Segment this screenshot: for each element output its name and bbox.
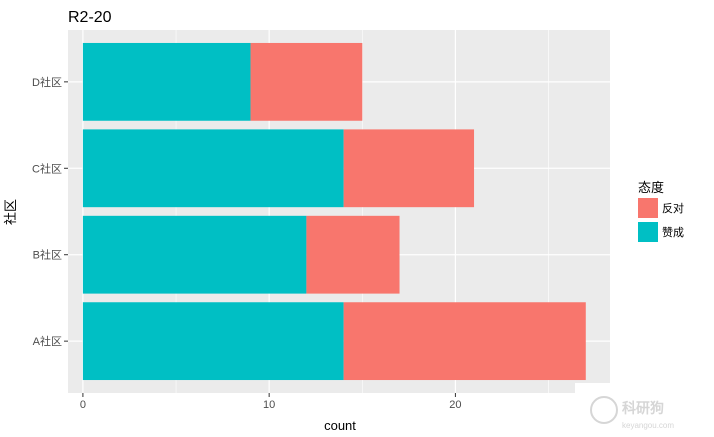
watermark-text: 科研狗 <box>622 400 664 416</box>
bars <box>82 42 586 381</box>
watermark-subtext: keyangou.com <box>622 421 674 430</box>
bar <box>343 129 475 208</box>
y-tick-label: B社区 <box>33 248 62 262</box>
bar <box>82 129 344 208</box>
bar <box>250 42 363 121</box>
watermark: 科研狗 keyangou.com <box>575 383 714 437</box>
legend-title: 态度 <box>638 180 664 195</box>
x-axis-title: count <box>324 418 356 433</box>
legend-key <box>638 222 658 242</box>
bar <box>306 215 400 294</box>
bar <box>82 215 307 294</box>
legend-key <box>638 198 658 218</box>
y-tick-label: C社区 <box>32 161 62 175</box>
legend-label: 反对 <box>662 201 684 215</box>
y-tick-label: A社区 <box>33 334 62 348</box>
y-tick-label: D社区 <box>32 75 62 89</box>
y-axis: A社区 B社区 C社区 D社区 <box>32 75 68 348</box>
x-tick-label: 10 <box>263 399 275 411</box>
watermark-logo-icon <box>590 396 618 424</box>
y-axis-title: 社区 <box>3 199 18 225</box>
bar <box>343 302 586 381</box>
x-axis: 0 10 20 <box>80 393 462 411</box>
chart-title: R2-20 <box>68 9 112 26</box>
bar <box>82 42 251 121</box>
legend-label: 赞成 <box>662 226 684 239</box>
x-tick-label: 0 <box>80 399 86 411</box>
x-tick-label: 20 <box>449 399 461 411</box>
bar <box>82 302 344 381</box>
